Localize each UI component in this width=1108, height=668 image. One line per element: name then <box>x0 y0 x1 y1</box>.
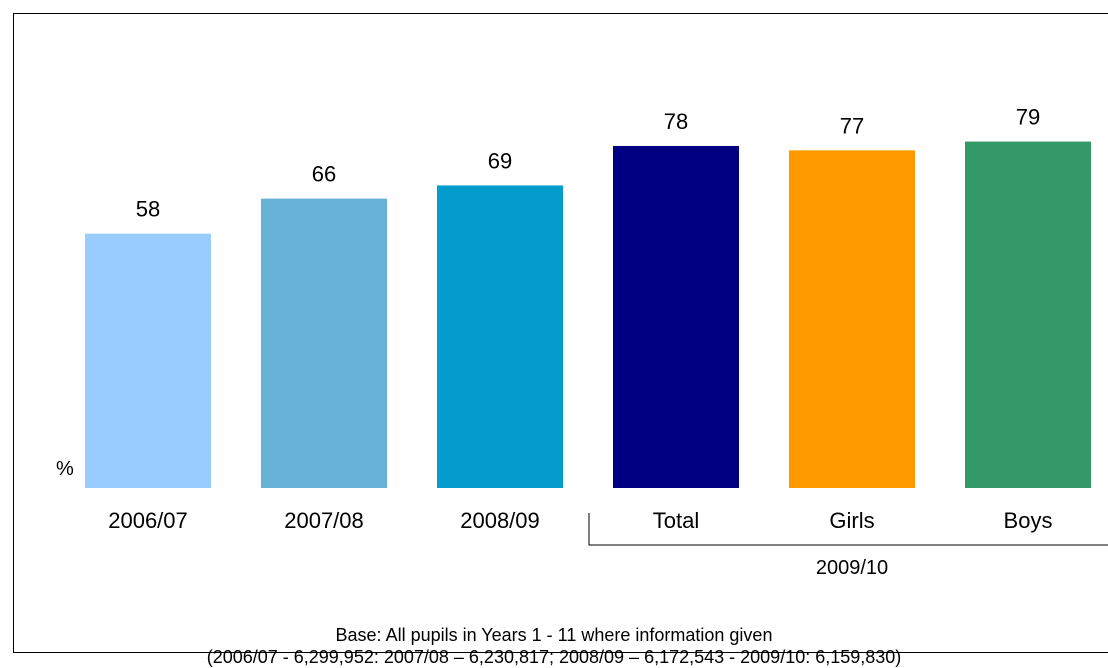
category-labels-group: 2006/07 2007/08 2008/09 Total Girls Boys <box>108 508 1052 533</box>
footnote-line-1: Base: All pupils in Years 1 - 11 where i… <box>335 625 773 645</box>
group-label: 2009/10 <box>816 557 888 579</box>
category-label-2006-07: 2006/07 <box>108 508 188 533</box>
bar-chart: 58 66 69 78 77 79 2006/07 2007/08 2008/09 Total G… <box>56 105 1108 579</box>
bars-group <box>85 141 1091 489</box>
bar-2008-09 <box>437 185 563 488</box>
category-label-total: Total <box>653 508 699 533</box>
bar-2007-08 <box>261 198 387 488</box>
group-bracket <box>588 513 1108 546</box>
value-labels-group: 58 66 69 78 77 79 <box>136 105 1040 222</box>
value-label-girls: 77 <box>840 113 864 138</box>
bar-total <box>613 145 739 488</box>
bar-2006-07 <box>85 233 211 488</box>
unit-label: % <box>56 458 74 480</box>
value-label-2006-07: 58 <box>136 197 160 222</box>
value-label-2007-08: 66 <box>312 162 336 187</box>
category-label-girls: Girls <box>829 508 874 533</box>
bar-boys <box>965 141 1091 488</box>
footnote-line-2: (2006/07 - 6,299,952: 2007/08 – 6,230,81… <box>206 647 902 667</box>
footnote: Base: All pupils in Years 1 - 11 where i… <box>0 624 1108 668</box>
bar-girls <box>789 150 915 489</box>
value-label-total: 78 <box>664 109 688 134</box>
category-label-2008-09: 2008/09 <box>460 508 540 533</box>
category-label-2007-08: 2007/08 <box>284 508 364 533</box>
category-label-boys: Boys <box>1004 508 1053 533</box>
value-label-2008-09: 69 <box>488 148 512 173</box>
value-label-boys: 79 <box>1016 105 1040 130</box>
